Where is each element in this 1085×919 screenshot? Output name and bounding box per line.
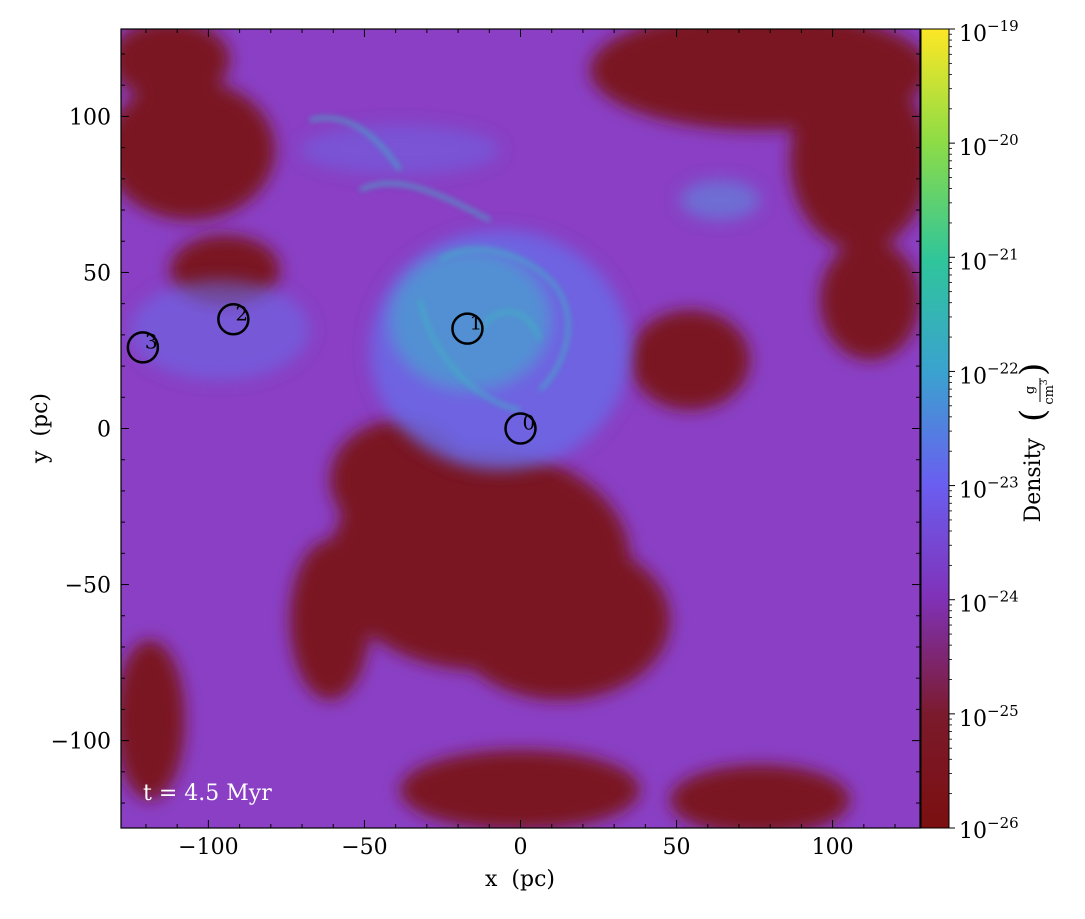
y-tick-label: −50 bbox=[65, 574, 111, 599]
colorbar-tick-label: 10−26 bbox=[959, 814, 1019, 844]
colorbar-ticks bbox=[949, 28, 955, 829]
colorbar-label: Density ( g cm3 ) bbox=[1013, 363, 1057, 523]
colorbar-tick-label: 10−21 bbox=[959, 245, 1019, 275]
x-tick-label: 0 bbox=[514, 835, 528, 860]
source-marker-label: 1 bbox=[469, 311, 482, 335]
x-axis-label: x (pc) bbox=[485, 867, 555, 892]
y-tick-label: 100 bbox=[69, 105, 111, 130]
colorbar-label-text: Density bbox=[1021, 437, 1046, 522]
y-axis-label: y (pc) bbox=[28, 393, 53, 464]
colorbar-tick-label: 10−24 bbox=[959, 588, 1019, 618]
y-tick-labels: −100 −50 0 50 100 bbox=[51, 105, 111, 754]
axis-ticks bbox=[121, 29, 920, 828]
y-tick-label: −100 bbox=[51, 730, 111, 755]
source-marker-label: 0 bbox=[523, 411, 536, 435]
y-tick-label: 0 bbox=[97, 418, 111, 443]
x-tick-label: −50 bbox=[341, 835, 387, 860]
colorbar-tick-label: 10−25 bbox=[959, 702, 1019, 732]
source-marker-circle bbox=[126, 331, 160, 364]
colorbar-tick-labels: 10−26 10−25 10−24 10−23 10−22 10−21 10−2… bbox=[959, 17, 1019, 844]
colorbar-tick-label: 10−19 bbox=[959, 17, 1019, 47]
source-marker-circle bbox=[504, 412, 537, 445]
x-tick-labels: −100 −50 0 50 100 bbox=[178, 835, 853, 860]
source-marker-circle bbox=[217, 303, 250, 336]
colorbar-tick-label: 10−20 bbox=[959, 131, 1019, 161]
source-marker-label: 3 bbox=[145, 329, 158, 353]
colorbar-tick-label: 10−23 bbox=[959, 474, 1019, 504]
x-tick-label: 100 bbox=[812, 835, 854, 860]
density-image bbox=[121, 29, 920, 828]
colorbar-unit-numerator: g bbox=[1023, 386, 1038, 394]
colorbar-unit-open-paren: ( bbox=[1013, 409, 1053, 422]
source-marker-circle bbox=[451, 312, 484, 345]
x-tick-label: −100 bbox=[178, 835, 238, 860]
colorbar bbox=[920, 28, 950, 829]
x-tick-label: 50 bbox=[663, 835, 691, 860]
source-markers: 0 1 2 3 bbox=[126, 301, 537, 445]
source-marker-label: 2 bbox=[235, 301, 248, 325]
colorbar-tick-label: 10−22 bbox=[959, 359, 1019, 389]
y-tick-label: 50 bbox=[83, 261, 111, 286]
colorbar-unit-denominator: cm3 bbox=[1040, 379, 1057, 405]
colorbar-unit-close-paren: ) bbox=[1013, 363, 1053, 376]
time-annotation: t = 4.5 Myr bbox=[143, 781, 272, 806]
